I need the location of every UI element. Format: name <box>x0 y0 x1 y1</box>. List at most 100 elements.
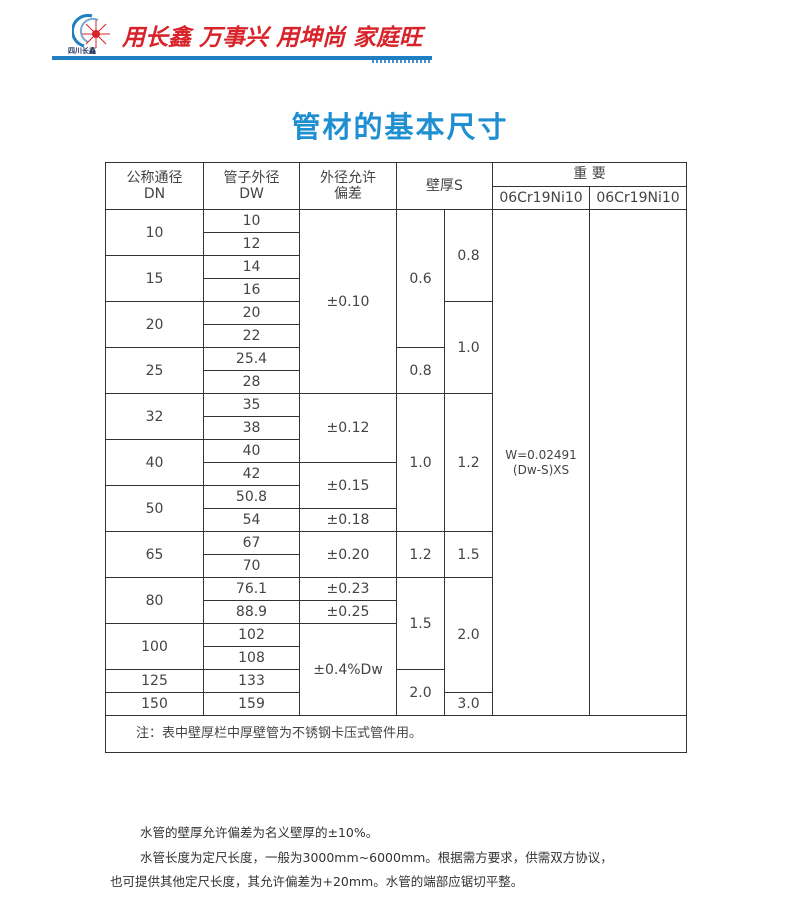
table-row: 25 25.4 0.8 <box>105 347 687 394</box>
header-tolerance-line1: 外径允许 <box>320 170 376 186</box>
thickness-a-cell: 1.0 <box>396 393 445 532</box>
table-row: 65 67 ±0.20 1.2 1.5 <box>105 531 687 578</box>
dw-cell: 133 <box>203 669 300 693</box>
dn-cell: 100 <box>105 623 204 670</box>
brand-banner: 四川长鑫 用长鑫 万事兴 用坤尚 家庭旺 <box>52 8 442 63</box>
dn-cell: 15 <box>105 255 204 302</box>
tolerance-cell: ±0.15 <box>299 462 397 509</box>
thickness-a-cell: 1.2 <box>396 531 445 578</box>
table-row: 54 ±0.18 <box>106 508 687 532</box>
paragraph-1: 水管的壁厚允许偏差为名义壁厚的±10%。 <box>140 825 379 840</box>
table-row: 150 159 3.0 <box>105 692 687 716</box>
thickness-b-cell: 0.8 <box>444 209 493 302</box>
dw-cell: 38 <box>203 416 300 440</box>
header-dw-label: 管子外径 <box>223 170 280 186</box>
paragraph-3: 也可提供其他定尺长度，其允许偏差为+20mm。水管的端部应锯切平整。 <box>110 874 524 889</box>
dw-cell: 102 <box>203 623 300 647</box>
dn-cell: 40 <box>105 439 204 486</box>
dn-cell: 32 <box>105 393 204 440</box>
table-row: 70 <box>106 554 687 578</box>
dw-cell: 67 <box>203 531 300 555</box>
tolerance-cell: ±0.4%Dw <box>299 623 397 716</box>
dw-cell: 10 <box>203 209 300 233</box>
dw-cell: 25.4 <box>203 347 300 371</box>
thickness-b-cell: 3.0 <box>444 692 493 716</box>
dn-cell: 50 <box>105 485 204 532</box>
tolerance-cell: ±0.23 <box>299 577 397 601</box>
dw-cell: 50.8 <box>203 485 300 509</box>
dn-cell: 65 <box>105 531 204 578</box>
thickness-b-cell: 2.0 <box>444 577 493 693</box>
table-row: 20 20 1.0 <box>105 301 687 394</box>
dn-cell: 150 <box>105 692 204 716</box>
table-row: 50 50.8 <box>105 485 687 532</box>
header-grade-1: 06Cr19Ni10 <box>492 185 590 210</box>
header-weight: 重 要 <box>492 162 687 187</box>
header-tolerance-line2: 偏差 <box>334 186 362 202</box>
dw-cell: 28 <box>203 370 300 394</box>
dw-cell: 159 <box>203 692 300 716</box>
header-tolerance: 外径允许 偏差 <box>299 162 397 210</box>
header-dn-label: 公称通径 <box>126 170 183 186</box>
table-row: 88.9 ±0.25 <box>106 600 687 624</box>
dw-cell: 20 <box>203 301 300 325</box>
weight-grade-2-cell <box>589 209 687 716</box>
tolerance-cell: ±0.12 <box>299 393 397 463</box>
header-dw-code: DW <box>239 186 264 202</box>
dw-cell: 35 <box>203 393 300 417</box>
pipe-size-table: 公称通径 DN 管子外径 DW 外径允许 偏差 壁厚S 重 要 06Cr19Ni… <box>105 162 687 753</box>
dn-cell: 80 <box>105 577 204 624</box>
header-dn-code: DN <box>143 186 166 202</box>
header-grade-2: 06Cr19Ni10 <box>589 185 687 210</box>
slogan: 用长鑫 万事兴 用坤尚 家庭旺 <box>122 24 423 51</box>
weight-formula-line-2: (Dw-S)XS <box>512 462 570 477</box>
page-title: 管材的基本尺寸 <box>291 110 509 144</box>
thickness-a-cell: 2.0 <box>396 669 445 716</box>
header-thickness: 壁厚S <box>396 162 493 210</box>
table-row: 125 133 2.0 <box>105 669 687 716</box>
tolerance-cell: ±0.18 <box>299 508 397 532</box>
dw-cell: 54 <box>203 508 300 532</box>
banner-rule-dashes <box>372 60 432 63</box>
dn-cell: 20 <box>105 301 204 348</box>
table-row: 80 76.1 ±0.23 1.5 2.0 <box>105 577 687 693</box>
thickness-a-cell: 1.5 <box>396 577 445 670</box>
table-row: 16 <box>106 278 687 302</box>
table-row: 42 ±0.15 <box>106 462 687 509</box>
dw-cell: 22 <box>203 324 300 348</box>
thickness-b-cell: 1.2 <box>444 393 493 532</box>
header-dw: 管子外径 DW <box>203 162 300 210</box>
table-row: 32 35 ±0.12 1.0 1.2 <box>105 393 687 532</box>
thickness-a-cell: 0.8 <box>396 347 445 394</box>
dn-cell: 25 <box>105 347 204 394</box>
table-row: 100 102 ±0.4%Dw <box>105 623 687 716</box>
dw-cell: 14 <box>203 255 300 279</box>
table-row: 40 40 <box>105 439 687 486</box>
dw-cell: 42 <box>203 462 300 486</box>
dw-cell: 16 <box>203 278 300 302</box>
dw-cell: 76.1 <box>203 577 300 601</box>
thickness-b-cell: 1.5 <box>444 531 493 578</box>
header-dn: 公称通径 DN <box>105 162 204 210</box>
logo-text: 四川长鑫 <box>68 47 96 55</box>
table-note: 注：表中壁厚栏中厚壁管为不锈钢卡压式管件用。 <box>105 715 687 753</box>
header-row: 公称通径 DN 管子外径 DW 外径允许 偏差 壁厚S 重 要 <box>105 162 687 210</box>
dw-cell: 40 <box>203 439 300 463</box>
paragraph-2: 水管长度为定尺长度，一般为3000mm~6000mm。根据需方要求，供需双方协议… <box>140 850 613 865</box>
dw-cell: 70 <box>203 554 300 578</box>
tolerance-cell: ±0.25 <box>299 600 397 624</box>
thickness-b-cell: 1.0 <box>444 301 493 394</box>
dw-cell: 88.9 <box>203 600 300 624</box>
weight-formula-cell: W=0.02491 (Dw-S)XS <box>492 209 590 716</box>
dn-cell: 125 <box>105 669 204 693</box>
tolerance-cell: ±0.20 <box>299 531 397 578</box>
thickness-a-cell: 0.6 <box>396 209 445 348</box>
table-row: 10 10 ±0.10 0.6 0.8 W=0.02491 (Dw-S)XS <box>105 209 687 716</box>
header-row-2: 06Cr19Ni10 06Cr19Ni10 <box>106 185 687 210</box>
tolerance-cell: ±0.10 <box>299 209 397 394</box>
dw-cell: 12 <box>203 232 300 256</box>
weight-formula-line-1: W=0.02491 <box>505 447 577 462</box>
company-logo-icon <box>72 13 110 48</box>
note-row: 注：表中壁厚栏中厚壁管为不锈钢卡压式管件用。 <box>105 715 687 753</box>
dn-cell: 10 <box>105 209 204 256</box>
